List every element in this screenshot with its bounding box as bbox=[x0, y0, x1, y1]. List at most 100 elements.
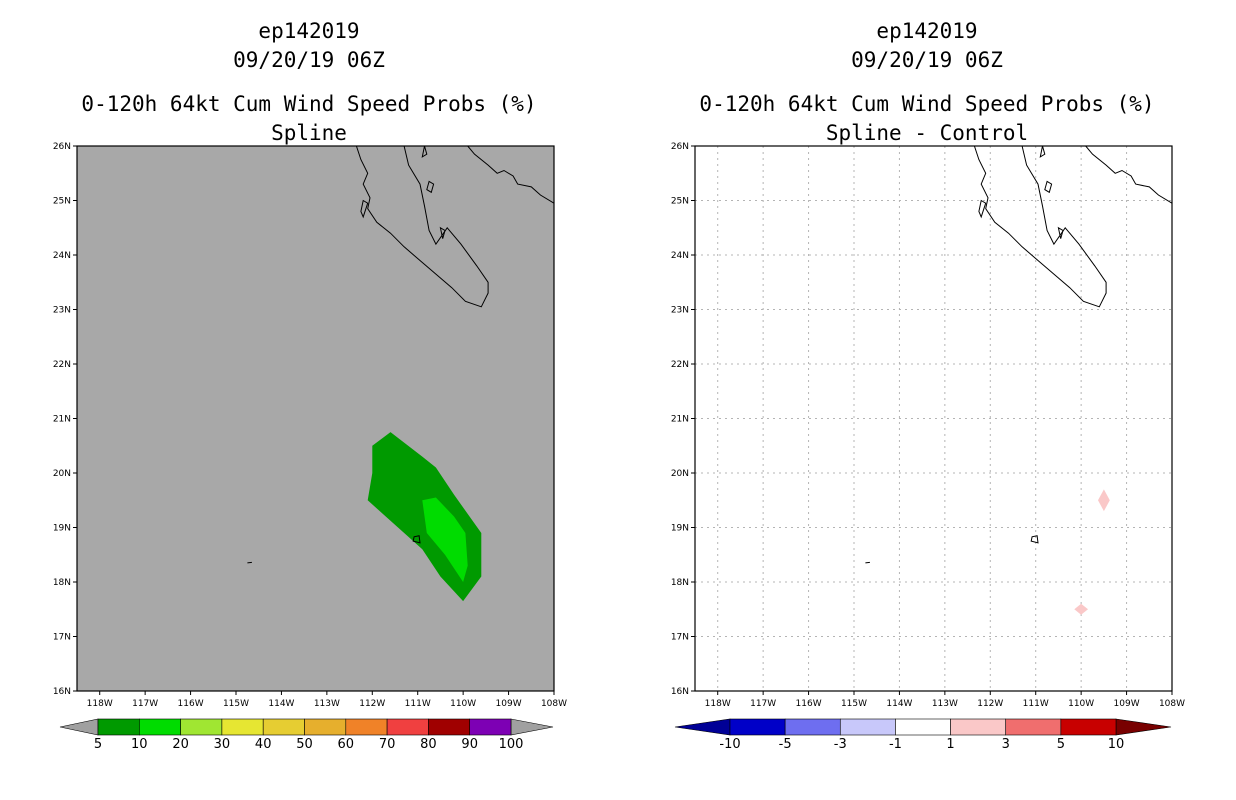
colorbar-label: 100 bbox=[499, 737, 524, 752]
y-tick-label: 23N bbox=[53, 306, 71, 316]
left-plot-background bbox=[77, 146, 554, 691]
left-colorbar: 5 10 20 30 40 50 60 70 80 90 100 bbox=[59, 718, 554, 752]
coastline-mainland bbox=[467, 146, 554, 204]
y-tick-label: 22N bbox=[671, 360, 689, 370]
x-tick-label: 118W bbox=[87, 699, 113, 709]
right-plot-area bbox=[695, 146, 1172, 691]
colorbar-label: 1 bbox=[946, 737, 954, 752]
contour-1-3 bbox=[1074, 603, 1088, 615]
island-outline bbox=[412, 535, 421, 544]
colorbar-label: 30 bbox=[214, 737, 231, 752]
left-title-line-3: 0-120h 64kt Cum Wind Speed Probs (%) bbox=[81, 92, 537, 116]
colorbar-swatch bbox=[428, 718, 470, 736]
x-tick-label: 108W bbox=[541, 699, 567, 709]
x-tick-label: 115W bbox=[223, 699, 249, 709]
x-tick-label: 111W bbox=[1023, 699, 1049, 709]
colorbar-label: -3 bbox=[834, 737, 847, 752]
island-outline bbox=[421, 146, 428, 158]
x-tick-label: 110W bbox=[1068, 699, 1094, 709]
colorbar-swatch bbox=[895, 718, 951, 736]
x-tick-label: 112W bbox=[977, 699, 1003, 709]
colorbar-over-arrow bbox=[510, 718, 554, 736]
left-map-panel: 16N 17N 18N 19N 20N 21N 22N 23N 24N 25N 26N 118W 117… bbox=[53, 142, 567, 709]
y-tick-label: 23N bbox=[671, 306, 689, 316]
left-title-line-1: ep142019 bbox=[258, 19, 360, 43]
x-tick-label: 111W bbox=[405, 699, 431, 709]
y-tick-label: 21N bbox=[53, 415, 71, 425]
y-tick-label: 20N bbox=[53, 469, 71, 479]
island-outline bbox=[978, 199, 987, 219]
colorbar-label: 60 bbox=[338, 737, 355, 752]
colorbar-label: 10 bbox=[1108, 737, 1125, 752]
right-title-line-4: Spline - Control bbox=[825, 121, 1029, 145]
colorbar-swatch bbox=[839, 718, 896, 736]
colorbar-under-arrow bbox=[674, 718, 731, 736]
colorbar-swatch bbox=[304, 718, 347, 736]
y-tick-label: 25N bbox=[671, 197, 689, 207]
colorbar-swatch bbox=[180, 718, 223, 736]
x-tick-label: 116W bbox=[178, 699, 204, 709]
coastline-baja bbox=[973, 146, 1107, 308]
left-title-line-2: 09/20/19 06Z bbox=[233, 48, 385, 72]
island-outline bbox=[1044, 180, 1053, 194]
island-outline bbox=[426, 180, 435, 194]
colorbar-swatch bbox=[97, 718, 140, 736]
island-outline bbox=[1039, 146, 1046, 158]
colorbar-swatch bbox=[139, 718, 181, 736]
colorbar-label: 3 bbox=[1002, 737, 1010, 752]
colorbar-label: 5 bbox=[1057, 737, 1065, 752]
y-tick-label: 16N bbox=[53, 687, 71, 697]
x-tick-label: 109W bbox=[1114, 699, 1140, 709]
y-tick-label: 24N bbox=[671, 251, 689, 261]
x-tick-label: 116W bbox=[796, 699, 822, 709]
right-title-line-2: 09/20/19 06Z bbox=[851, 48, 1003, 72]
y-tick-label: 21N bbox=[671, 415, 689, 425]
colorbar-swatch bbox=[345, 718, 388, 736]
colorbar-swatch bbox=[386, 718, 429, 736]
right-title-line-1: ep142019 bbox=[876, 19, 978, 43]
colorbar-label: -1 bbox=[889, 737, 902, 752]
right-map-panel: 16N 17N 18N 19N 20N 21N 22N 23N 24N 25N 26N 118W 117… bbox=[671, 142, 1185, 709]
colorbar-label: 20 bbox=[172, 737, 189, 752]
colorbar-swatch bbox=[950, 718, 1007, 736]
colorbar-swatch bbox=[469, 718, 512, 736]
y-tick-label: 17N bbox=[671, 633, 689, 643]
right-title-line-3: 0-120h 64kt Cum Wind Speed Probs (%) bbox=[699, 92, 1155, 116]
coastline-baja bbox=[355, 146, 489, 308]
island-outline bbox=[247, 561, 252, 564]
right-plot-background bbox=[695, 146, 1172, 691]
y-tick-label: 19N bbox=[53, 524, 71, 534]
x-tick-label: 117W bbox=[750, 699, 776, 709]
y-tick-label: 26N bbox=[53, 142, 71, 152]
right-colorbar: -10 -5 -3 -1 1 3 5 10 bbox=[674, 718, 1172, 752]
x-tick-label: 114W bbox=[886, 699, 912, 709]
left-chart-title: ep142019 09/20/19 06Z 0-120h 64kt Cum Wi… bbox=[0, 17, 618, 148]
island-outline bbox=[1030, 535, 1039, 544]
colorbar-label: 50 bbox=[296, 737, 313, 752]
x-tick-label: 115W bbox=[841, 699, 867, 709]
y-tick-label: 16N bbox=[671, 687, 689, 697]
island-outline bbox=[360, 199, 369, 219]
x-tick-label: 112W bbox=[359, 699, 385, 709]
colorbar-label: 40 bbox=[255, 737, 272, 752]
x-tick-label: 110W bbox=[450, 699, 476, 709]
right-chart-title: ep142019 09/20/19 06Z 0-120h 64kt Cum Wi… bbox=[618, 17, 1236, 148]
colorbar-swatch bbox=[729, 718, 786, 736]
y-tick-label: 22N bbox=[53, 360, 71, 370]
x-tick-label: 113W bbox=[932, 699, 958, 709]
island-outline bbox=[865, 561, 870, 564]
island-outline bbox=[1057, 226, 1064, 239]
left-title-line-4: Spline bbox=[271, 121, 347, 145]
colorbar-swatch bbox=[221, 718, 264, 736]
y-tick-label: 26N bbox=[671, 142, 689, 152]
x-tick-label: 108W bbox=[1159, 699, 1185, 709]
colorbar-swatch bbox=[1060, 718, 1117, 736]
y-tick-label: 17N bbox=[53, 633, 71, 643]
coastline-mainland bbox=[1085, 146, 1172, 204]
colorbar-swatch bbox=[784, 718, 841, 736]
colorbar-label: -10 bbox=[719, 737, 740, 752]
x-tick-label: 113W bbox=[314, 699, 340, 709]
y-tick-label: 25N bbox=[53, 197, 71, 207]
y-tick-label: 24N bbox=[53, 251, 71, 261]
